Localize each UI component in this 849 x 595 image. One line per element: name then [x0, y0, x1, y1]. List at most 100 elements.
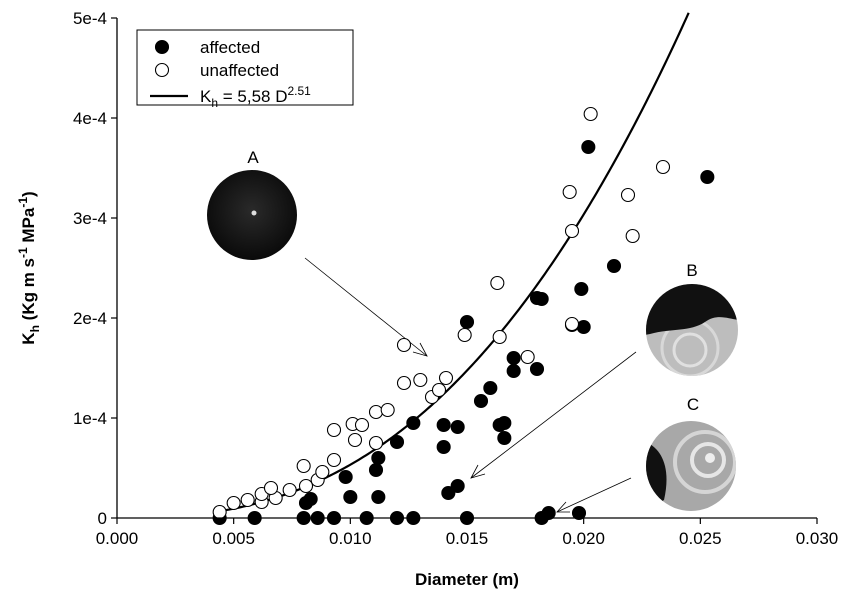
point [520, 349, 535, 365]
point [389, 434, 405, 450]
x-tick-label: 0.015 [446, 529, 489, 548]
point [406, 415, 421, 431]
point [263, 480, 279, 496]
legend-marker [154, 62, 170, 78]
point [226, 495, 241, 511]
point [574, 281, 589, 297]
point [326, 422, 342, 438]
legend-label: affected [200, 38, 260, 57]
arrows [304, 257, 637, 513]
photo-a [207, 170, 297, 260]
x-axis-label: Diameter (m) [415, 570, 519, 589]
photo-c [646, 421, 736, 511]
point [562, 184, 577, 200]
label-part: = 5,58 D [218, 87, 287, 106]
point [529, 361, 545, 377]
point [576, 319, 591, 335]
point [457, 327, 472, 343]
annotation: A [247, 148, 259, 167]
x-tick-label: 0.005 [212, 529, 255, 548]
label-part: K [19, 332, 38, 345]
point [368, 435, 384, 451]
point [368, 404, 384, 420]
point [581, 139, 596, 155]
point [506, 350, 521, 366]
point [606, 258, 622, 274]
point [497, 430, 512, 446]
point [459, 314, 475, 330]
point [347, 432, 363, 448]
label-part: 2.51 [288, 84, 312, 98]
y-tick-label: 3e-4 [73, 209, 107, 228]
point [396, 375, 412, 391]
label-part: h [211, 96, 218, 110]
x-tick-label: 0.000 [96, 529, 139, 548]
point [413, 372, 428, 388]
label-part: K [200, 87, 212, 106]
y-tick-label: 2e-4 [73, 309, 107, 328]
point [534, 291, 549, 307]
point [240, 492, 255, 508]
point [450, 419, 465, 435]
point [338, 469, 353, 485]
y-tick-label: 5e-4 [73, 9, 107, 28]
point [303, 491, 318, 507]
point [315, 464, 330, 480]
point [282, 482, 297, 498]
label-part: MPa [19, 207, 38, 247]
point [212, 504, 227, 520]
point [298, 478, 314, 494]
point [343, 489, 358, 505]
point [564, 223, 580, 239]
point [655, 159, 671, 175]
point [541, 505, 556, 521]
point [490, 275, 505, 291]
x-tick-label: 0.030 [796, 529, 839, 548]
point [700, 169, 715, 185]
point [371, 489, 386, 505]
point [368, 462, 384, 478]
point [438, 370, 454, 386]
label-part: (Kg m s [19, 258, 38, 325]
point [436, 417, 451, 433]
point [625, 228, 640, 244]
legend-label: unaffected [200, 61, 279, 80]
x-tick-label: 0.025 [679, 529, 722, 548]
annotation: B [686, 261, 697, 280]
annotation: C [687, 395, 699, 414]
x-tick-label: 0.020 [562, 529, 605, 548]
y-tick-label: 4e-4 [73, 109, 107, 128]
photo-b [646, 284, 738, 376]
point [371, 450, 386, 466]
point [497, 415, 512, 431]
point [354, 417, 370, 433]
label-part: -1 [16, 197, 30, 208]
point [441, 485, 456, 501]
point [473, 393, 489, 409]
point [506, 363, 521, 379]
label-part: h [28, 325, 42, 332]
point [436, 439, 451, 455]
legend-marker [154, 39, 170, 55]
y-tick-label: 1e-4 [73, 409, 107, 428]
point [483, 380, 498, 396]
legend-label: Kh = 5,58 D2.51 [200, 84, 311, 110]
point [380, 402, 395, 418]
point [396, 337, 412, 353]
point [296, 458, 311, 474]
point [564, 316, 580, 332]
plot-area [212, 12, 715, 526]
point [431, 382, 447, 398]
x-tick-label: 0.010 [329, 529, 372, 548]
point [583, 106, 598, 122]
legend [136, 29, 354, 106]
point [326, 452, 342, 468]
point [571, 505, 587, 521]
label-part: ) [19, 191, 38, 197]
point [492, 329, 507, 345]
point [620, 187, 636, 203]
y-axis-label: Kh (Kg m s-1 MPa-1) [16, 191, 42, 344]
y-tick-label: 0 [98, 509, 107, 528]
